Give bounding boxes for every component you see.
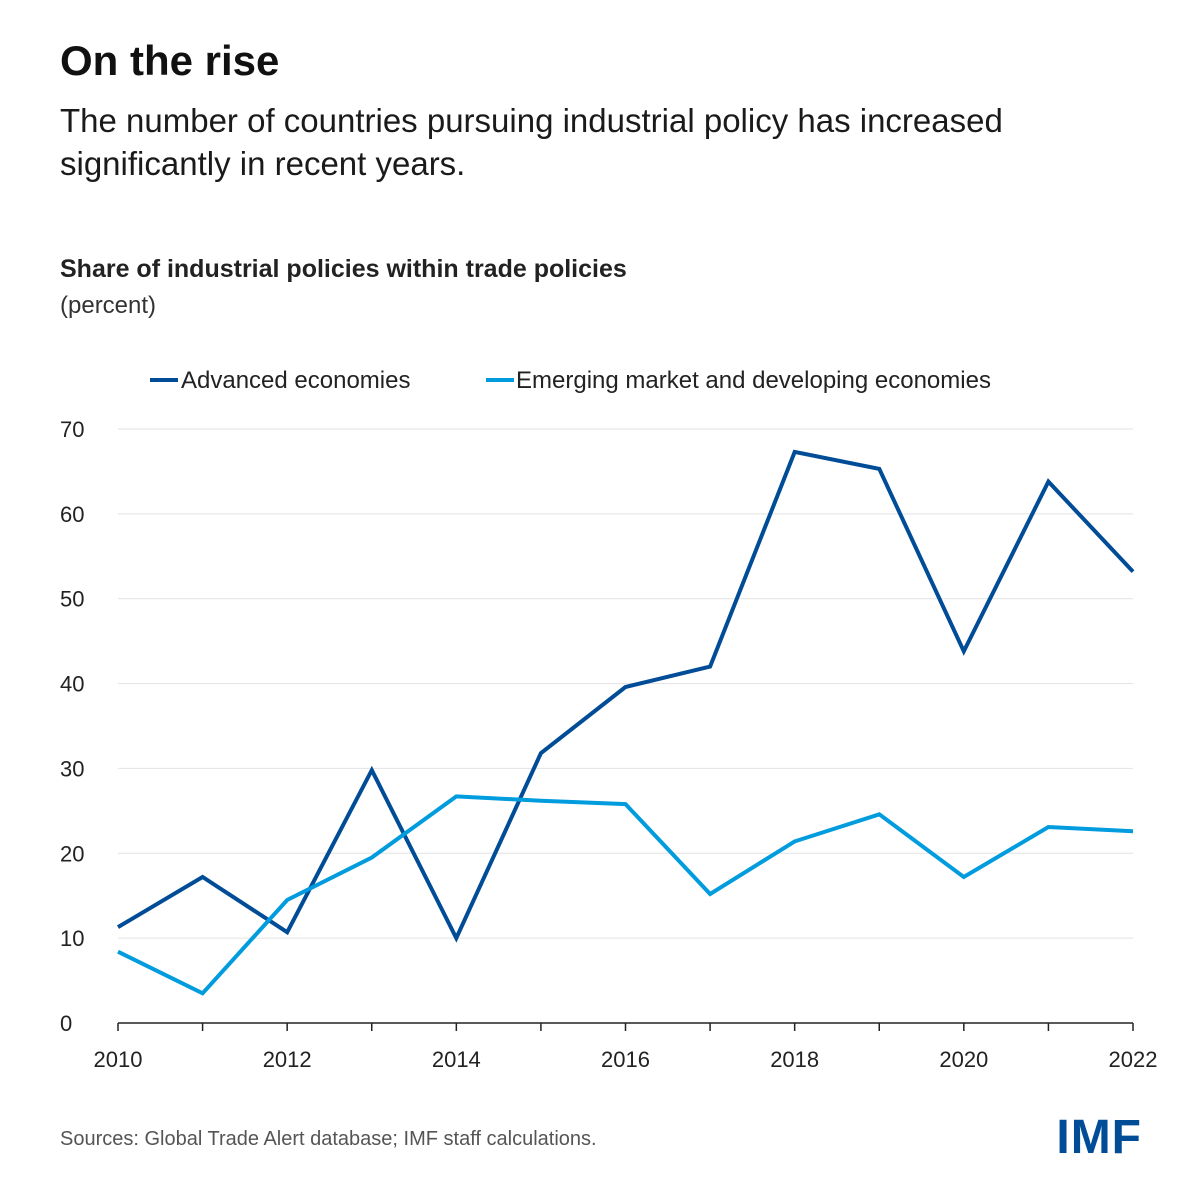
series-line-advanced-economies — [116, 449, 1135, 943]
x-tick-label: 2022 — [1109, 1047, 1158, 1072]
x-axis: 2010 2012 2014 2016 2018 2020 2022 — [94, 1022, 1158, 1072]
chart-title: Share of industrial policies within trad… — [60, 255, 627, 283]
y-tick-label: 30 — [60, 756, 84, 781]
chart-units-label: (percent) — [60, 292, 157, 319]
y-tick-label: 20 — [60, 841, 84, 866]
chart-legend: Advanced economies Emerging market and de… — [150, 367, 991, 394]
x-tick-label: 2020 — [939, 1047, 988, 1072]
y-tick-label: 40 — [60, 672, 84, 697]
x-tick-label: 2018 — [770, 1047, 819, 1072]
subtitle: The number of countries pursuing industr… — [60, 102, 1003, 182]
x-tick-label: 2010 — [94, 1047, 143, 1072]
x-tick-label: 2014 — [432, 1047, 481, 1072]
chart-series — [116, 449, 1135, 996]
y-tick-label: 0 — [60, 1011, 72, 1036]
chart-gridlines — [118, 428, 1133, 939]
y-tick-label: 70 — [60, 417, 84, 442]
imf-logo: IMF — [1056, 1111, 1142, 1164]
x-tick-label: 2012 — [263, 1047, 312, 1072]
legend-label: Emerging market and developing economies — [516, 367, 991, 394]
y-tick-label: 50 — [60, 587, 84, 612]
y-tick-label: 60 — [60, 502, 84, 527]
headline: On the rise — [60, 37, 280, 84]
source-note: Sources: Global Trade Alert database; IM… — [60, 1128, 597, 1150]
legend-label: Advanced economies — [181, 367, 410, 394]
x-tick-label: 2016 — [601, 1047, 650, 1072]
y-tick-label: 10 — [60, 926, 84, 951]
y-axis: 0 10 20 30 40 50 60 70 — [60, 417, 84, 1036]
series-line-emerging-developing-economies — [117, 794, 1134, 996]
